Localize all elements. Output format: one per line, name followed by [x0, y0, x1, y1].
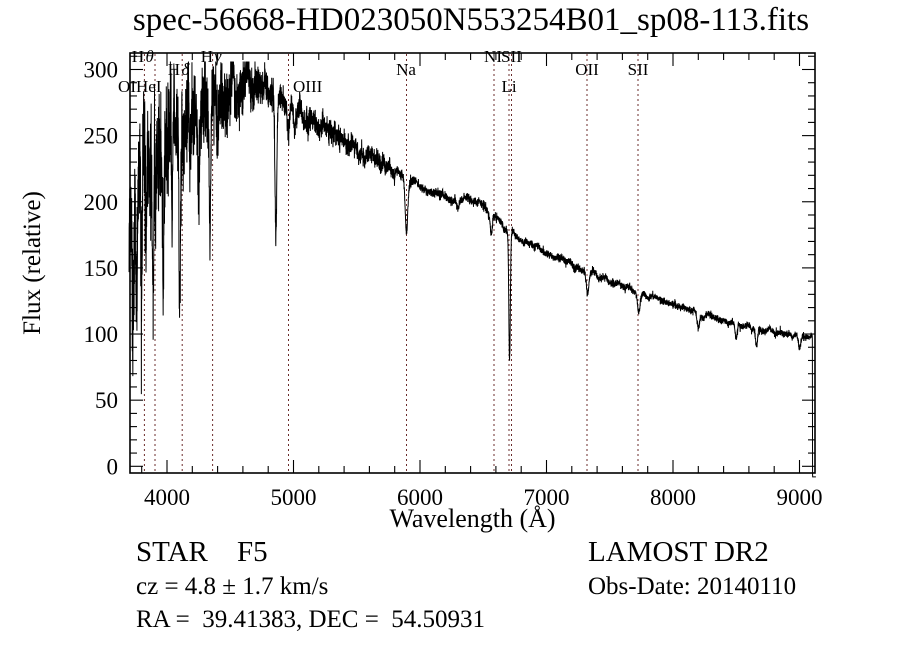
svg-text:RA = 39.41383, DEC = 54.5093: RA = 39.41383, DEC = 54.50931 [136, 606, 485, 633]
svg-text:LAMOST DR2: LAMOST DR2 [588, 536, 769, 568]
svg-text:Obs-Date: 20140110: Obs-Date: 20140110 [588, 573, 796, 600]
svg-text:δ: δ [182, 60, 191, 79]
svg-text:Flux (relative): Flux (relative) [19, 191, 46, 335]
svg-text:300: 300 [84, 57, 119, 82]
svg-text:H: H [132, 47, 144, 66]
svg-text:8000: 8000 [650, 485, 696, 510]
svg-text:100: 100 [84, 322, 119, 347]
svg-text:H: H [201, 47, 213, 66]
svg-text:200: 200 [84, 190, 119, 215]
svg-text:OI: OI [118, 77, 136, 96]
svg-text:SII: SII [501, 47, 522, 66]
svg-text:SII: SII [628, 60, 649, 79]
svg-text:4000: 4000 [144, 485, 190, 510]
svg-text:spec-56668-HD023050N553254B01_: spec-56668-HD023050N553254B01_sp08-113.f… [133, 2, 809, 38]
svg-text:Wavelength (Å): Wavelength (Å) [389, 504, 555, 533]
svg-text:Li: Li [501, 77, 516, 96]
svg-text:5000: 5000 [271, 485, 317, 510]
svg-text:OIII: OIII [293, 77, 323, 96]
svg-text:θ: θ [146, 47, 154, 66]
svg-text:250: 250 [84, 124, 119, 149]
svg-text:Na: Na [396, 60, 416, 79]
svg-text:NI: NI [484, 47, 502, 66]
svg-text:150: 150 [84, 256, 119, 281]
svg-text:0: 0 [107, 454, 119, 479]
svg-text:9000: 9000 [777, 485, 823, 510]
svg-text:F5: F5 [237, 536, 268, 568]
svg-text:HeI: HeI [136, 77, 162, 96]
svg-text:50: 50 [95, 388, 118, 413]
svg-text:OII: OII [575, 60, 599, 79]
svg-text:cz = 4.8 ± 1.7 km/s: cz = 4.8 ± 1.7 km/s [136, 573, 328, 600]
svg-text:STAR: STAR [136, 536, 208, 568]
